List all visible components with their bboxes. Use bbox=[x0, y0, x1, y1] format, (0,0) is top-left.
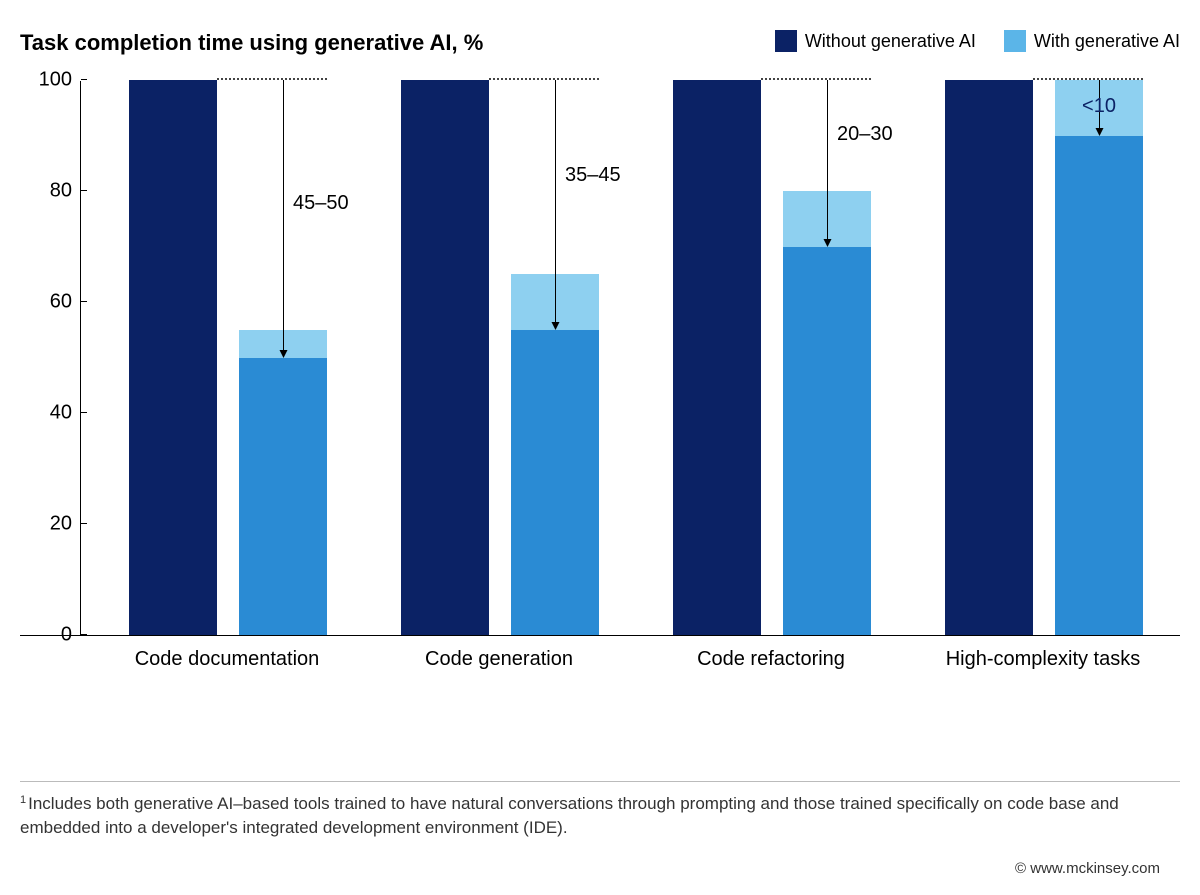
x-category-label: Code generation bbox=[400, 648, 598, 671]
x-axis-labels: Code documentation Code generation Code re… bbox=[80, 636, 1180, 686]
y-tick-mark bbox=[81, 523, 87, 524]
y-tick-mark bbox=[81, 301, 87, 302]
legend-item-without: Without generative AI bbox=[775, 30, 976, 52]
bar-without bbox=[673, 80, 761, 635]
legend-item-with: With generative AI bbox=[1004, 30, 1180, 52]
y-tick-label: 20 bbox=[22, 513, 72, 536]
chart: 020406080100 45–5035–4520–30<10 Code doc… bbox=[20, 81, 1180, 686]
bar-without bbox=[129, 80, 217, 635]
copyright: © www.mckinsey.com bbox=[0, 860, 1160, 877]
arrow-head-icon bbox=[1096, 128, 1104, 136]
y-tick-mark bbox=[81, 190, 87, 191]
legend-swatch-without bbox=[775, 30, 797, 52]
reduction-label: <10 bbox=[1082, 95, 1116, 118]
arrow-head-icon bbox=[280, 350, 288, 358]
y-tick-label: 60 bbox=[22, 291, 72, 314]
reduction-label: 45–50 bbox=[293, 192, 349, 215]
dotted-connector bbox=[1033, 78, 1143, 80]
bar-with-lower bbox=[783, 247, 871, 636]
footnote-text: Includes both generative AI–based tools … bbox=[20, 794, 1119, 837]
footnote: 1Includes both generative AI–based tools… bbox=[20, 792, 1180, 840]
y-tick-label: 0 bbox=[22, 624, 72, 647]
reduction-arrow bbox=[827, 80, 828, 241]
bar-with-lower bbox=[1055, 136, 1143, 636]
legend-label-with: With generative AI bbox=[1034, 31, 1180, 52]
reduction-label: 35–45 bbox=[565, 164, 621, 187]
x-category-label: Code refactoring bbox=[672, 648, 870, 671]
arrow-head-icon bbox=[824, 239, 832, 247]
footnote-divider bbox=[20, 781, 1180, 782]
y-tick-mark bbox=[81, 412, 87, 413]
footnote-marker: 1 bbox=[20, 794, 26, 806]
legend: Without generative AI With generative AI bbox=[775, 30, 1180, 52]
chart-title: Task completion time using generative AI… bbox=[20, 30, 483, 56]
y-axis: 020406080100 bbox=[20, 81, 80, 635]
y-tick-mark bbox=[81, 79, 87, 80]
bar-with-lower bbox=[239, 358, 327, 636]
dotted-connector bbox=[489, 78, 599, 80]
plot-area: 45–50 35–45 20–30 <10 bbox=[80, 81, 1180, 635]
bar-without bbox=[401, 80, 489, 635]
reduction-arrow bbox=[283, 80, 284, 352]
bar-with-lower bbox=[511, 330, 599, 635]
legend-swatch-with bbox=[1004, 30, 1026, 52]
x-category-label: Code documentation bbox=[128, 648, 326, 671]
y-tick-label: 40 bbox=[22, 402, 72, 425]
y-tick-label: 80 bbox=[22, 180, 72, 203]
legend-label-without: Without generative AI bbox=[805, 31, 976, 52]
dotted-connector bbox=[761, 78, 871, 80]
arrow-head-icon bbox=[552, 322, 560, 330]
x-category-label: High-complexity tasks bbox=[944, 648, 1142, 671]
reduction-label: 20–30 bbox=[837, 123, 893, 146]
reduction-arrow bbox=[555, 80, 556, 324]
y-tick-label: 100 bbox=[22, 69, 72, 92]
bar-without bbox=[945, 80, 1033, 635]
dotted-connector bbox=[217, 78, 327, 80]
y-tick-mark bbox=[81, 634, 87, 635]
